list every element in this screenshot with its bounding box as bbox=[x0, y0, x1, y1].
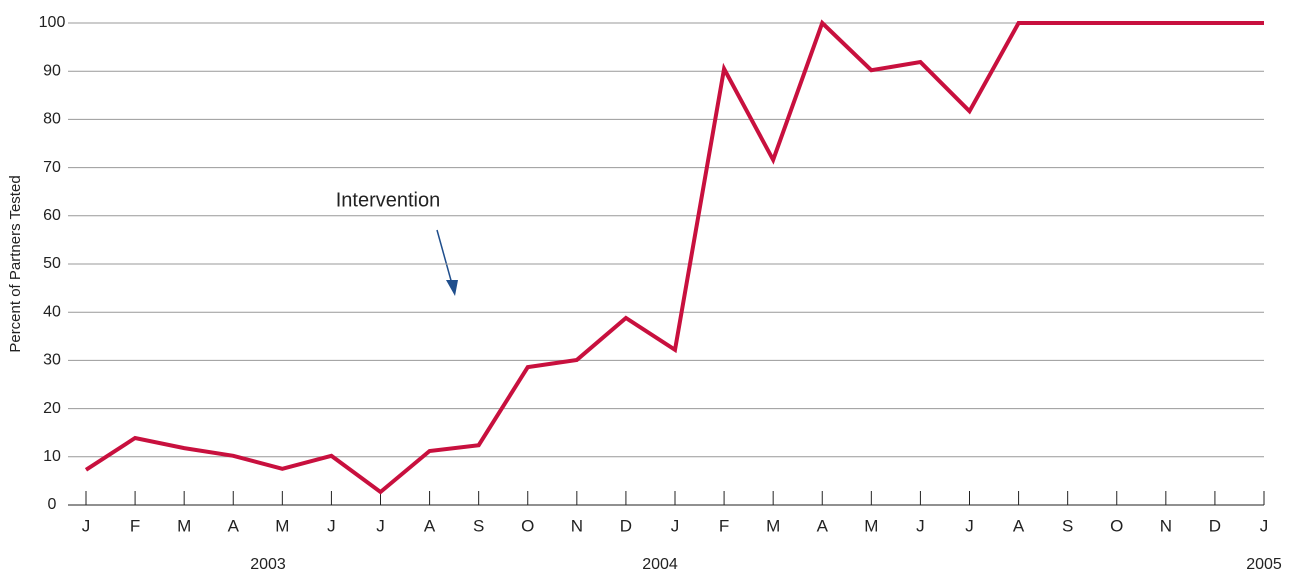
x-tick-label: J bbox=[376, 516, 385, 535]
x-tick-label: A bbox=[1013, 516, 1025, 535]
x-tick-label: M bbox=[177, 516, 191, 535]
x-tick-label: A bbox=[817, 516, 829, 535]
y-tick-label: 70 bbox=[43, 159, 61, 176]
y-tick-label: 40 bbox=[43, 303, 61, 320]
y-tick-label: 20 bbox=[43, 400, 61, 417]
x-tick-label: A bbox=[228, 516, 240, 535]
annotation-arrow bbox=[436, 229, 453, 285]
x-tick-label: M bbox=[766, 516, 780, 535]
x-tick-label: D bbox=[1209, 516, 1221, 535]
y-axis-label: Percent of Partners Tested bbox=[7, 175, 24, 352]
x-tick-label: J bbox=[1260, 516, 1269, 535]
y-tick-label: 50 bbox=[43, 255, 61, 272]
x-tick-label: J bbox=[916, 516, 925, 535]
x-tick-label: F bbox=[719, 516, 729, 535]
x-tick-label: S bbox=[1062, 516, 1073, 535]
x-tick-label: J bbox=[82, 516, 91, 535]
y-tick-label: 0 bbox=[48, 496, 57, 513]
x-tick-label: A bbox=[424, 516, 436, 535]
x-tick-label: F bbox=[130, 516, 140, 535]
year-label: 2005 bbox=[1246, 556, 1282, 573]
x-tick-label: M bbox=[275, 516, 289, 535]
annotation: Intervention bbox=[336, 189, 441, 211]
x-tick-label: O bbox=[521, 516, 534, 535]
x-tick-label: M bbox=[864, 516, 878, 535]
y-tick-label: 80 bbox=[43, 111, 61, 128]
y-tick-label: 10 bbox=[43, 448, 61, 465]
data-line bbox=[84, 19, 1264, 495]
x-tick-label: O bbox=[1110, 516, 1123, 535]
x-tick-label: N bbox=[1160, 516, 1172, 535]
y-tick-label: 60 bbox=[43, 207, 61, 224]
y-tick-label: 90 bbox=[43, 62, 61, 79]
x-tick-label: J bbox=[327, 516, 336, 535]
y-tick-label: 100 bbox=[39, 14, 66, 31]
x-tick-label: J bbox=[965, 516, 974, 535]
year-label: 2003 bbox=[250, 556, 286, 573]
annotation-arrowhead bbox=[446, 280, 458, 296]
year-label: 2004 bbox=[642, 556, 678, 573]
x-tick-label: D bbox=[620, 516, 632, 535]
x-tick-label: J bbox=[671, 516, 680, 535]
y-tick-label: 30 bbox=[43, 352, 61, 369]
x-tick-label: S bbox=[473, 516, 484, 535]
x-tick-label: N bbox=[571, 516, 583, 535]
